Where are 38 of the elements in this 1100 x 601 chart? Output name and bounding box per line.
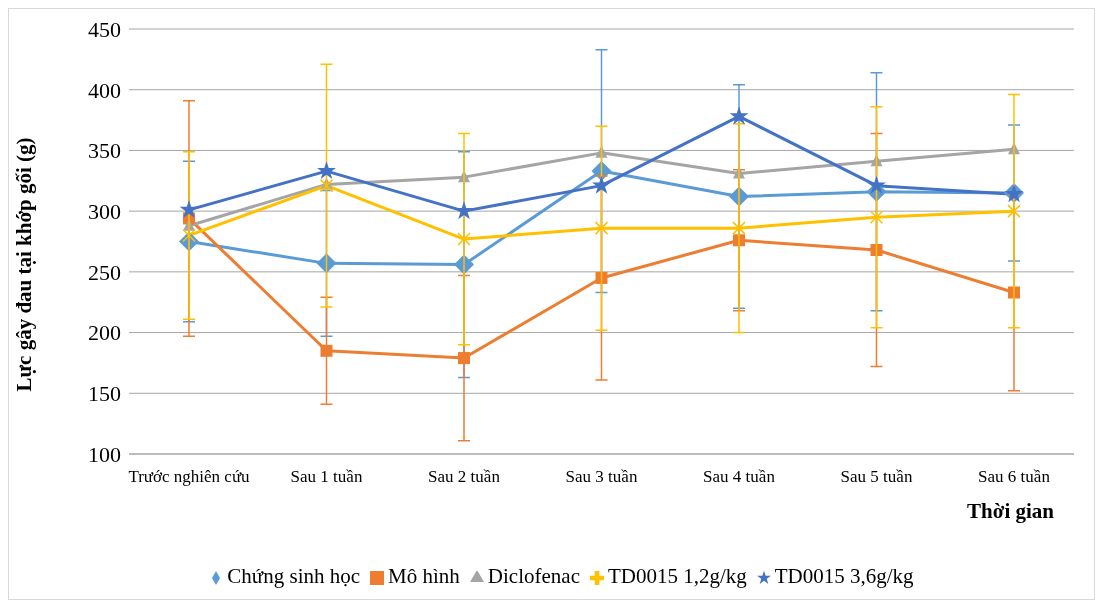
point — [870, 244, 883, 256]
point — [592, 175, 611, 194]
x-tick-label: Trước nghiên cứu — [128, 467, 251, 487]
point — [179, 200, 199, 218]
x-tick-label: Sau 4 tuần — [703, 467, 776, 487]
y-tick-label: 300 — [88, 198, 121, 224]
y-tick-label: 200 — [88, 320, 121, 346]
point — [595, 271, 608, 284]
legend-label: Mô hình — [388, 564, 460, 588]
legend-label: TD0015 3,6g/kg — [774, 564, 914, 588]
y-axis-title: Lực gây đau tại khớp gối (g) — [12, 137, 37, 392]
legend-label: TD0015 1,2g/kg — [607, 564, 747, 588]
point — [732, 221, 746, 235]
point — [317, 161, 336, 180]
point — [320, 344, 333, 357]
y-tick-label: 150 — [88, 381, 121, 407]
point — [454, 201, 474, 220]
legend-label: Diclofenac — [487, 564, 580, 588]
point — [1007, 204, 1021, 218]
x-tick-label: Sau 5 tuần — [840, 467, 913, 487]
x-tick-label: Sau 1 tuần — [290, 467, 363, 487]
legend-label: Chứng sinh học — [227, 564, 361, 588]
y-tick-label: 400 — [88, 77, 121, 103]
point — [458, 352, 470, 365]
y-tick-label: 100 — [88, 441, 121, 467]
point — [867, 175, 886, 194]
x-axis-title: Thời gian — [967, 499, 1054, 524]
point — [457, 232, 471, 246]
point — [316, 253, 337, 274]
y-tick-label: 250 — [88, 259, 121, 285]
x-tick-label: Sau 3 tuần — [565, 467, 638, 487]
point — [729, 106, 749, 125]
y-tick-label: 350 — [88, 138, 121, 164]
x-tick-label: Sau 2 tuần — [428, 467, 501, 487]
point — [869, 210, 884, 224]
point — [594, 221, 609, 235]
y-tick-label: 450 — [88, 16, 121, 42]
x-tick-label: Sau 6 tuần — [978, 467, 1051, 487]
